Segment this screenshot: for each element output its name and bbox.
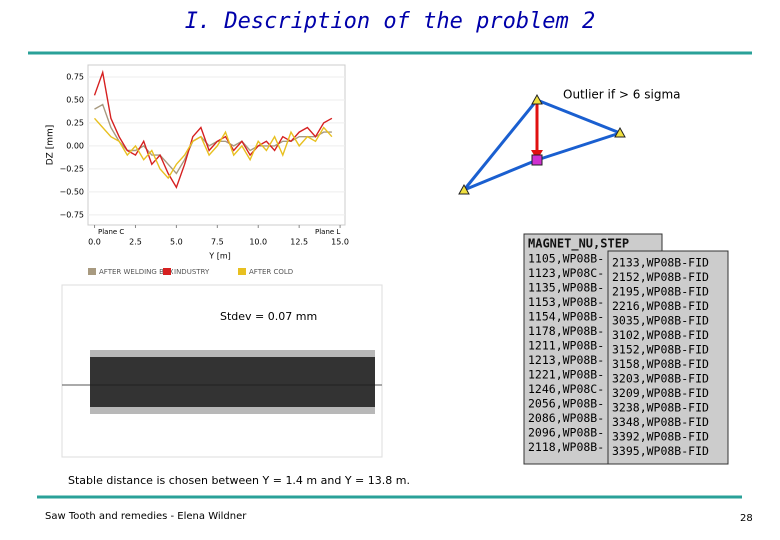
point bbox=[531, 93, 543, 105]
point bbox=[614, 126, 626, 138]
table-cell: 1105,WP08B- bbox=[528, 252, 604, 266]
table-cell: 3158,WP08B-FID bbox=[612, 357, 709, 371]
series-line bbox=[93, 69, 333, 189]
stdev-label: Stdev = 0.07 mm bbox=[220, 310, 317, 323]
legend-label: INDUSTRY bbox=[174, 268, 210, 276]
edge bbox=[536, 98, 621, 135]
legend-swatch bbox=[163, 268, 171, 275]
table-cell: 1213,WP08B- bbox=[528, 353, 604, 367]
point bbox=[458, 183, 470, 195]
table-cell: 3102,WP08B-FID bbox=[612, 328, 709, 342]
legend-label: AFTER WELDING BOX bbox=[99, 268, 174, 276]
table-cell: 2195,WP08B-FID bbox=[612, 285, 709, 299]
table-cell: 2118,WP08B- bbox=[528, 440, 604, 454]
plot-frame bbox=[87, 64, 346, 226]
note: Stable distance is chosen between Y = 1.… bbox=[68, 474, 410, 487]
x-tick-label: 12.5 bbox=[290, 238, 308, 247]
legend-swatch bbox=[238, 268, 246, 275]
x-tick-label: 2.5 bbox=[129, 238, 142, 247]
diagram-label: Outlier if > 6 sigma bbox=[563, 88, 681, 102]
annotation: Plane L bbox=[315, 228, 340, 236]
table-cell: 3395,WP08B-FID bbox=[612, 444, 709, 458]
y-tick-label: 0.75 bbox=[66, 72, 84, 81]
footer-author: Saw Tooth and remedies - Elena Wildner bbox=[45, 511, 247, 522]
annotation: Plane C bbox=[98, 228, 124, 236]
table-cell: 1221,WP08B- bbox=[528, 368, 604, 382]
table-header: MAGNET_NU,STEP bbox=[528, 237, 629, 252]
legend-swatch bbox=[88, 268, 96, 275]
table-cell: 1153,WP08B- bbox=[528, 295, 604, 309]
x-tick-label: 15.0 bbox=[331, 238, 349, 247]
page-number: 28 bbox=[740, 513, 753, 524]
y-tick-label: 0.00 bbox=[66, 141, 84, 150]
table-cell: 1246,WP08C- bbox=[528, 382, 604, 396]
x-tick-label: 0.0 bbox=[88, 238, 101, 247]
slide-title: I. Description of the problem 2 bbox=[185, 9, 596, 34]
table-cell: 3348,WP08B-FID bbox=[612, 415, 709, 429]
table-cell: 1135,WP08B- bbox=[528, 281, 604, 295]
table-cell: 1123,WP08C- bbox=[528, 266, 604, 280]
table-cell: 3152,WP08B-FID bbox=[612, 343, 709, 357]
noise-halo bbox=[90, 350, 375, 414]
table-cell: 1211,WP08B- bbox=[528, 339, 604, 353]
y-tick-label: 0.25 bbox=[66, 118, 84, 127]
y-tick-label: 0.50 bbox=[66, 95, 84, 104]
table-cell: 2086,WP08B- bbox=[528, 411, 604, 425]
y-tick-label: −0.50 bbox=[59, 187, 84, 196]
table-cell: 2133,WP08B-FID bbox=[612, 256, 709, 270]
noise-band bbox=[90, 357, 375, 407]
table-cell: 2152,WP08B-FID bbox=[612, 270, 709, 284]
x-axis-label: Y [m] bbox=[208, 252, 230, 261]
outlier-point bbox=[531, 154, 543, 166]
table-cell: 2216,WP08B-FID bbox=[612, 299, 709, 313]
y-axis-label: DZ [mm] bbox=[46, 125, 56, 166]
table-cell: 3035,WP08B-FID bbox=[612, 314, 709, 328]
table-cell: 3209,WP08B-FID bbox=[612, 386, 709, 400]
outlier-diagram bbox=[458, 93, 626, 195]
table-cell: 3392,WP08B-FID bbox=[612, 430, 709, 444]
table-cell: 2096,WP08B- bbox=[528, 426, 604, 440]
table-cell: 1154,WP08B- bbox=[528, 310, 604, 324]
x-tick-label: 5.0 bbox=[170, 238, 183, 247]
y-tick-label: −0.75 bbox=[59, 210, 84, 219]
edge bbox=[536, 131, 621, 162]
x-tick-label: 10.0 bbox=[249, 238, 267, 247]
edge bbox=[462, 99, 539, 191]
legend-label: AFTER COLD bbox=[249, 268, 293, 276]
noise-panel: Stdev = 0.07 mm bbox=[61, 284, 383, 458]
table-cell: 2056,WP08B- bbox=[528, 397, 604, 411]
table-rows: 1105,WP08B- 2133,WP08B-FID 1123,WP08C- 2152… bbox=[528, 252, 709, 459]
table-box-overlay bbox=[607, 250, 729, 465]
edge bbox=[463, 158, 538, 192]
x-tick-label: 7.5 bbox=[211, 238, 224, 247]
table-cell: 1178,WP08B- bbox=[528, 324, 604, 338]
y-tick-label: −0.25 bbox=[59, 164, 84, 173]
table-cell: 3203,WP08B-FID bbox=[612, 372, 709, 386]
series-line bbox=[93, 117, 333, 180]
table-cell: 3238,WP08B-FID bbox=[612, 401, 709, 415]
